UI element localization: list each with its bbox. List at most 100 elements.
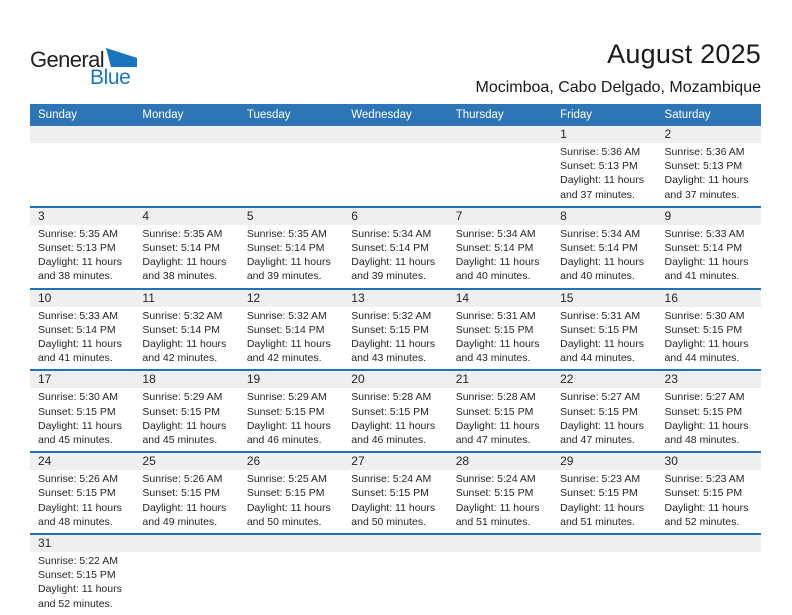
day-cell: 5 Sunrise: 5:35 AM Sunset: 5:14 PM Daylight…	[238, 207, 344, 288]
day-number: 16	[656, 289, 761, 307]
day-number: 27	[343, 453, 448, 471]
day-number: 29	[552, 453, 657, 471]
day-cell: 2 Sunrise: 5:36 AM Sunset: 5:13 PM Daylight…	[656, 126, 761, 206]
info-line: Sunrise: 5:33 AM	[38, 309, 118, 322]
day-info: Sunrise: 5:25 AM Sunset: 5:15 PM Daylight:…	[239, 470, 343, 533]
info-line: Sunset: 5:15 PM	[351, 323, 429, 336]
day-cell: 31 Sunrise: 5:22 AM Sunset: 5:15 PM Dayligh…	[30, 535, 135, 615]
day-cell: 7 Sunrise: 5:34 AM Sunset: 5:14 PM Daylight…	[447, 207, 553, 288]
day-cell-empty	[238, 126, 344, 206]
info-line: Sunset: 5:14 PM	[38, 323, 116, 336]
day-number: 19	[238, 371, 344, 389]
info-line: Daylight: 11 hours and 39 minutes.	[351, 256, 436, 283]
info-line: Sunrise: 5:24 AM	[351, 473, 432, 486]
day-number: 14	[447, 289, 553, 307]
day-number: 1	[552, 126, 657, 143]
info-line: Sunset: 5:15 PM	[351, 487, 429, 500]
info-line: Sunset: 5:15 PM	[246, 487, 325, 500]
info-line: Sunset: 5:15 PM	[664, 323, 743, 336]
day-info: Sunrise: 5:30 AM Sunset: 5:15 PM Daylight:…	[30, 388, 134, 451]
day-number	[447, 126, 553, 143]
info-line: Sunset: 5:15 PM	[455, 323, 534, 336]
weekday-header-monday: Monday	[142, 109, 184, 121]
day-cell: 18 Sunrise: 5:29 AM Sunset: 5:15 PM Dayligh…	[134, 371, 239, 451]
day-info: Sunrise: 5:27 AM Sunset: 5:15 PM Daylight:…	[657, 388, 761, 451]
day-number: 3	[30, 207, 135, 225]
day-number: 31	[30, 535, 135, 553]
weekday-header-wednesday: Wednesday	[351, 109, 412, 121]
day-number	[552, 535, 657, 553]
info-line: Sunrise: 5:31 AM	[560, 309, 641, 322]
day-info: Sunrise: 5:33 AM Sunset: 5:14 PM Daylight:…	[30, 307, 134, 370]
info-line: Daylight: 11 hours and 49 minutes.	[142, 501, 227, 528]
day-number: 17	[30, 371, 135, 389]
day-cell: 17 Sunrise: 5:30 AM Sunset: 5:15 PM Dayligh…	[30, 371, 135, 451]
info-line: Sunrise: 5:25 AM	[246, 473, 327, 486]
day-cell: 4 Sunrise: 5:35 AM Sunset: 5:14 PM Daylight…	[134, 207, 239, 288]
info-line: Daylight: 11 hours and 45 minutes.	[142, 419, 227, 447]
day-number: 21	[447, 371, 553, 389]
day-number: 26	[238, 453, 344, 471]
info-line: Sunrise: 5:30 AM	[664, 309, 745, 322]
info-line: Sunrise: 5:24 AM	[455, 473, 536, 486]
day-number	[343, 535, 448, 553]
day-cell-empty	[238, 535, 344, 615]
day-cell-empty	[134, 126, 239, 206]
info-line: Sunrise: 5:34 AM	[560, 227, 641, 240]
week-row: 1 Sunrise: 5:36 AM Sunset: 5:13 PM Daylight…	[30, 126, 761, 208]
info-line: Sunset: 5:15 PM	[560, 323, 638, 336]
info-line: Sunset: 5:15 PM	[455, 405, 534, 418]
day-number	[134, 535, 239, 553]
location-subtitle: Mocimboa, Cabo Delgado, Mozambique	[475, 79, 761, 96]
info-line: Sunrise: 5:28 AM	[351, 391, 432, 404]
day-info: Sunrise: 5:22 AM Sunset: 5:15 PM Daylight:…	[30, 552, 134, 615]
info-line: Daylight: 11 hours and 47 minutes.	[560, 419, 644, 447]
info-line: Daylight: 11 hours and 37 minutes.	[664, 174, 749, 201]
info-line: Sunrise: 5:27 AM	[560, 391, 641, 404]
logo-text-general: General	[30, 47, 105, 72]
info-line: Sunrise: 5:22 AM	[38, 555, 118, 568]
day-cell: 21 Sunrise: 5:28 AM Sunset: 5:15 PM Dayligh…	[447, 371, 553, 451]
info-line: Sunrise: 5:36 AM	[664, 146, 745, 158]
info-line: Daylight: 11 hours and 40 minutes.	[560, 256, 644, 283]
day-info: Sunrise: 5:27 AM Sunset: 5:15 PM Daylight:…	[552, 388, 656, 451]
calendar-weeks: 1 Sunrise: 5:36 AM Sunset: 5:13 PM Daylight…	[30, 126, 761, 615]
info-line: Sunrise: 5:35 AM	[38, 227, 118, 240]
info-line: Sunset: 5:15 PM	[38, 487, 116, 500]
day-number: 25	[134, 453, 239, 471]
info-line: Sunrise: 5:36 AM	[560, 146, 641, 158]
info-line: Sunset: 5:15 PM	[560, 405, 638, 418]
logo-triangle-icon	[106, 48, 137, 67]
day-info: Sunrise: 5:28 AM Sunset: 5:15 PM Daylight:…	[343, 388, 447, 451]
week-row: 24 Sunrise: 5:26 AM Sunset: 5:15 PM Dayligh…	[30, 453, 761, 536]
info-line: Sunset: 5:13 PM	[38, 242, 116, 255]
day-number	[656, 535, 761, 553]
info-line: Daylight: 11 hours and 48 minutes.	[38, 501, 122, 528]
general-blue-logo: General Blue	[30, 46, 142, 94]
calendar: Sunday Monday Tuesday Wednesday Thursday Frid…	[30, 104, 761, 615]
info-line: Daylight: 11 hours and 52 minutes.	[664, 501, 749, 528]
day-number: 13	[343, 289, 448, 307]
day-info: Sunrise: 5:35 AM Sunset: 5:13 PM Daylight:…	[30, 225, 134, 288]
day-info: Sunrise: 5:36 AM Sunset: 5:13 PM Daylight:…	[552, 143, 656, 206]
info-line: Sunset: 5:15 PM	[142, 487, 221, 500]
day-info: Sunrise: 5:34 AM Sunset: 5:14 PM Daylight:…	[343, 225, 447, 288]
day-number: 11	[134, 289, 239, 307]
day-cell-empty	[447, 126, 553, 206]
info-line: Daylight: 11 hours and 51 minutes.	[560, 501, 644, 528]
day-info: Sunrise: 5:31 AM Sunset: 5:15 PM Daylight:…	[552, 307, 656, 370]
info-line: Sunset: 5:14 PM	[455, 242, 534, 255]
info-line: Daylight: 11 hours and 38 minutes.	[142, 256, 227, 283]
day-info: Sunrise: 5:32 AM Sunset: 5:15 PM Daylight:…	[343, 307, 447, 370]
day-info: Sunrise: 5:24 AM Sunset: 5:15 PM Daylight:…	[448, 470, 552, 533]
day-number: 18	[134, 371, 239, 389]
day-info: Sunrise: 5:23 AM Sunset: 5:15 PM Daylight:…	[657, 470, 761, 533]
info-line: Daylight: 11 hours and 43 minutes.	[351, 338, 436, 365]
info-line: Daylight: 11 hours and 46 minutes.	[351, 419, 436, 447]
day-info: Sunrise: 5:24 AM Sunset: 5:15 PM Daylight:…	[343, 470, 447, 533]
day-cell: 23 Sunrise: 5:27 AM Sunset: 5:15 PM Dayligh…	[656, 371, 761, 451]
day-cell-empty	[447, 535, 553, 615]
day-cell: 19 Sunrise: 5:29 AM Sunset: 5:15 PM Dayligh…	[238, 371, 344, 451]
day-cell: 20 Sunrise: 5:28 AM Sunset: 5:15 PM Dayligh…	[343, 371, 448, 451]
day-info: Sunrise: 5:35 AM Sunset: 5:14 PM Daylight:…	[134, 225, 238, 288]
